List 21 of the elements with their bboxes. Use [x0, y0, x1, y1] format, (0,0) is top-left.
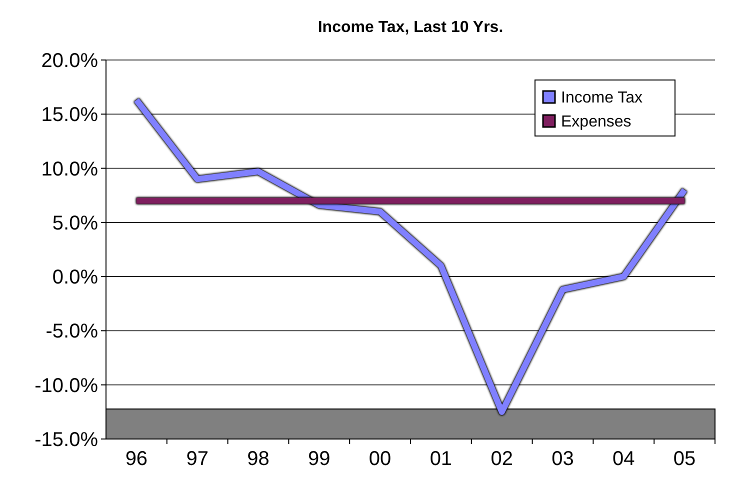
x-tick-label: 99 — [308, 448, 330, 470]
x-tick-label: 00 — [368, 448, 392, 470]
x-tick-label: 04 — [612, 448, 635, 470]
x-tick-label: 98 — [247, 448, 270, 470]
x-tick-label: 05 — [673, 448, 696, 470]
x-tick-label: 01 — [430, 448, 452, 470]
y-tick-label: -15.0% — [34, 429, 98, 451]
y-tick-label: 20.0% — [41, 50, 98, 72]
y-tick-label: -5.0% — [46, 320, 98, 343]
chart-title: Income Tax, Last 10 Yrs. — [318, 19, 504, 36]
y-tick-label: 5.0% — [52, 212, 98, 234]
x-tick-label: 03 — [552, 448, 574, 470]
x-tick-label: 96 — [125, 448, 148, 470]
x-tick-label: 02 — [490, 448, 513, 470]
y-tick-label: 15.0% — [41, 104, 98, 126]
legend-label: Expenses — [561, 114, 632, 131]
legend-label: Income Tax — [561, 90, 643, 107]
y-tick-label: 10.0% — [41, 158, 98, 180]
x-tick-label: 97 — [186, 448, 208, 470]
y-tick-label: 0.0% — [52, 266, 98, 289]
y-tick-label: -10.0% — [34, 374, 98, 397]
